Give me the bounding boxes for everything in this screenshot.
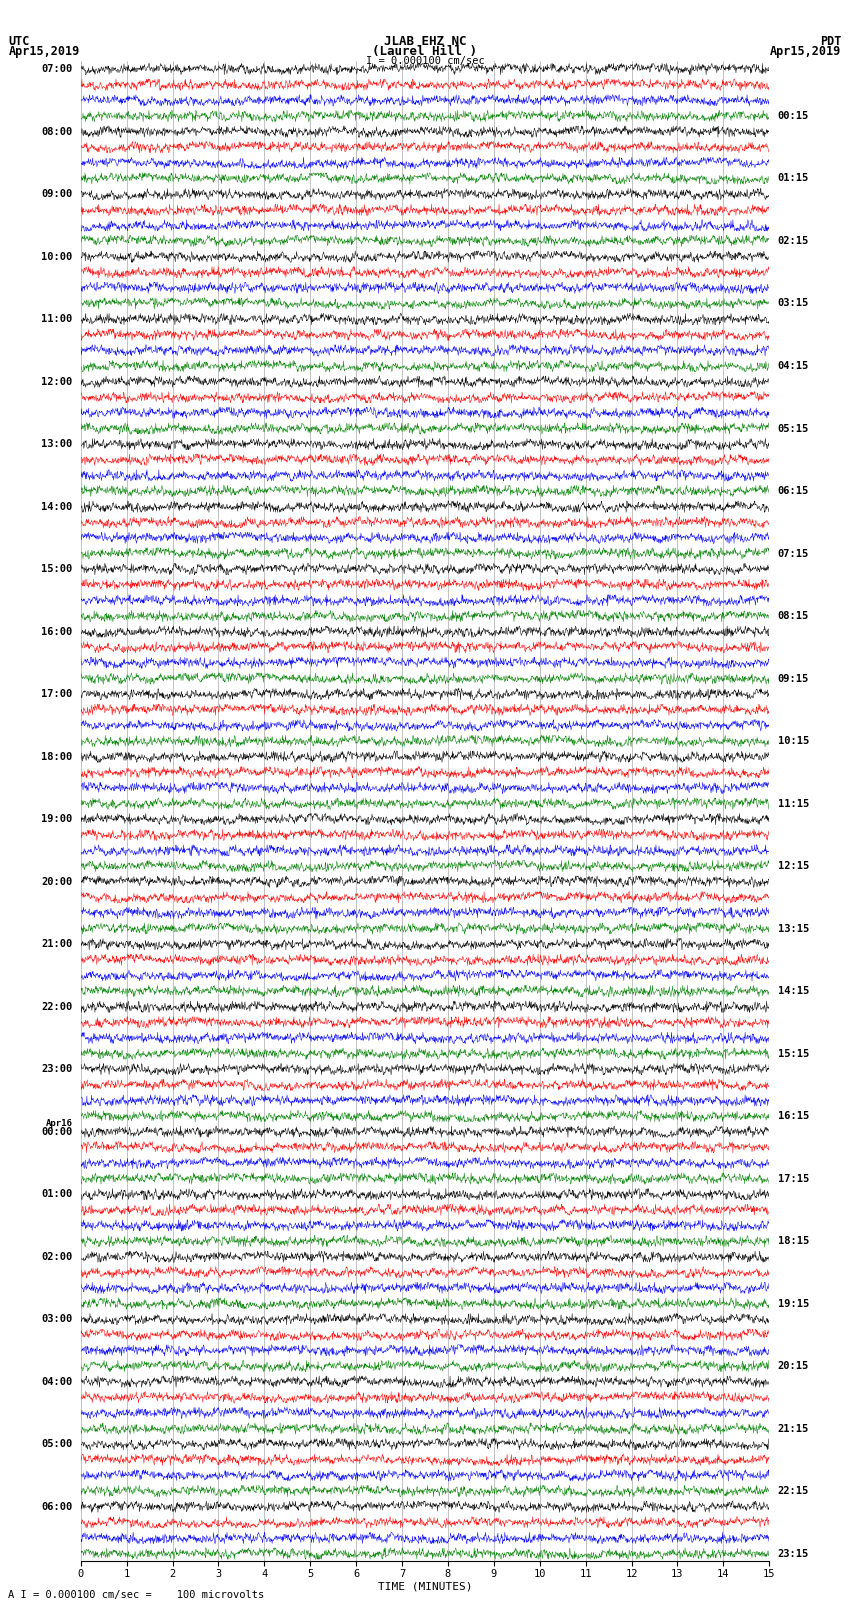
Text: 04:15: 04:15: [778, 361, 808, 371]
Text: Apr15,2019: Apr15,2019: [8, 45, 80, 58]
Text: 10:00: 10:00: [42, 252, 72, 261]
Text: 11:15: 11:15: [778, 798, 808, 808]
Text: 04:00: 04:00: [42, 1376, 72, 1387]
Text: 07:00: 07:00: [42, 65, 72, 74]
Text: 19:00: 19:00: [42, 815, 72, 824]
Text: 02:00: 02:00: [42, 1252, 72, 1261]
Text: 18:00: 18:00: [42, 752, 72, 761]
Text: 06:00: 06:00: [42, 1502, 72, 1511]
Text: 15:00: 15:00: [42, 565, 72, 574]
Text: 16:15: 16:15: [778, 1111, 808, 1121]
Text: 03:15: 03:15: [778, 298, 808, 308]
Text: 00:15: 00:15: [778, 111, 808, 121]
X-axis label: TIME (MINUTES): TIME (MINUTES): [377, 1582, 473, 1592]
Text: 09:15: 09:15: [778, 674, 808, 684]
Text: 05:00: 05:00: [42, 1439, 72, 1448]
Text: A I = 0.000100 cm/sec =    100 microvolts: A I = 0.000100 cm/sec = 100 microvolts: [8, 1590, 264, 1600]
Text: 22:15: 22:15: [778, 1486, 808, 1497]
Text: (Laurel Hill ): (Laurel Hill ): [372, 45, 478, 58]
Text: 13:15: 13:15: [778, 924, 808, 934]
Text: 16:00: 16:00: [42, 626, 72, 637]
Text: 19:15: 19:15: [778, 1298, 808, 1308]
Text: 00:00: 00:00: [42, 1126, 72, 1137]
Text: 01:15: 01:15: [778, 174, 808, 184]
Text: 01:00: 01:00: [42, 1189, 72, 1198]
Text: I = 0.000100 cm/sec: I = 0.000100 cm/sec: [366, 56, 484, 66]
Text: JLAB EHZ NC: JLAB EHZ NC: [383, 35, 467, 48]
Text: 10:15: 10:15: [778, 736, 808, 747]
Text: 14:15: 14:15: [778, 986, 808, 997]
Text: 21:15: 21:15: [778, 1424, 808, 1434]
Text: 17:15: 17:15: [778, 1174, 808, 1184]
Text: 20:00: 20:00: [42, 876, 72, 887]
Text: 08:15: 08:15: [778, 611, 808, 621]
Text: 13:00: 13:00: [42, 439, 72, 448]
Text: 03:00: 03:00: [42, 1315, 72, 1324]
Text: 09:00: 09:00: [42, 189, 72, 198]
Text: 12:00: 12:00: [42, 376, 72, 387]
Text: 11:00: 11:00: [42, 315, 72, 324]
Text: 20:15: 20:15: [778, 1361, 808, 1371]
Text: 14:00: 14:00: [42, 502, 72, 511]
Text: 06:15: 06:15: [778, 486, 808, 497]
Text: 15:15: 15:15: [778, 1048, 808, 1058]
Text: Apr15,2019: Apr15,2019: [770, 45, 842, 58]
Text: 08:00: 08:00: [42, 126, 72, 137]
Text: 23:15: 23:15: [778, 1548, 808, 1558]
Text: 07:15: 07:15: [778, 548, 808, 558]
Text: 21:00: 21:00: [42, 939, 72, 948]
Text: 23:00: 23:00: [42, 1065, 72, 1074]
Text: 12:15: 12:15: [778, 861, 808, 871]
Text: 05:15: 05:15: [778, 424, 808, 434]
Text: 02:15: 02:15: [778, 235, 808, 247]
Text: UTC: UTC: [8, 35, 30, 48]
Text: PDT: PDT: [820, 35, 842, 48]
Text: 17:00: 17:00: [42, 689, 72, 698]
Text: 22:00: 22:00: [42, 1002, 72, 1011]
Text: 18:15: 18:15: [778, 1236, 808, 1247]
Text: Apr16: Apr16: [46, 1118, 72, 1127]
